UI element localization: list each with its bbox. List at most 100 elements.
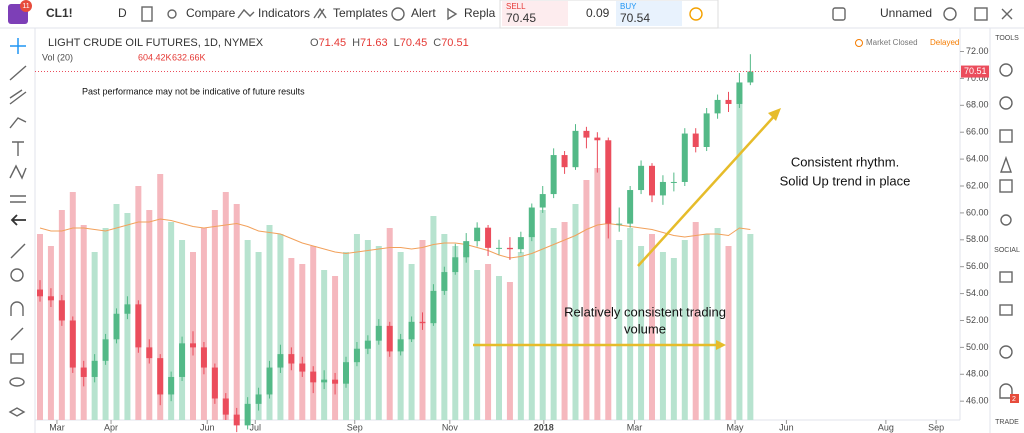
alert-icon <box>391 7 405 21</box>
y-tick-label: 54.00 <box>966 288 989 298</box>
settings-icon[interactable] <box>943 7 957 21</box>
volume-bar <box>485 264 492 420</box>
candle-body <box>616 223 623 225</box>
volume-bar <box>627 228 634 420</box>
buy-button[interactable] <box>616 1 682 26</box>
layout-name[interactable]: Unnamed <box>880 6 932 20</box>
bar-style-icon[interactable] <box>141 6 153 22</box>
notifications-icon[interactable] <box>999 383 1013 399</box>
toolbar-indicators[interactable]: Indicators <box>258 6 310 20</box>
x-tick-label: Mar <box>627 422 643 432</box>
candle-body <box>102 339 109 361</box>
zoom-tool[interactable] <box>10 268 24 282</box>
volume-bar <box>725 246 732 420</box>
market-status-icon <box>855 39 863 47</box>
lock-tool[interactable] <box>10 353 24 364</box>
candle-body <box>703 113 710 147</box>
market-status: Market Closed <box>866 38 918 47</box>
volume-bar <box>211 210 218 420</box>
watchlist-icon[interactable] <box>999 63 1013 77</box>
volume-bar <box>605 210 612 420</box>
candle-body <box>583 130 590 138</box>
data-window-icon[interactable] <box>999 129 1013 143</box>
close-icon[interactable] <box>1001 8 1013 20</box>
volume-bar <box>255 252 262 420</box>
candle-body <box>539 194 546 208</box>
crosshair-tool[interactable] <box>10 38 26 54</box>
fib-tool[interactable] <box>9 89 27 105</box>
candle-body <box>506 247 513 250</box>
candle-body <box>725 99 732 104</box>
candle-body <box>277 354 284 368</box>
back-tool[interactable] <box>10 214 26 226</box>
x-tick-label: Nov <box>442 422 459 432</box>
streams-icon[interactable] <box>999 304 1013 316</box>
hotlist-icon[interactable] <box>1000 155 1012 173</box>
toolbar-alert[interactable]: Alert <box>411 6 436 20</box>
candle-body <box>157 358 164 395</box>
calendar-icon[interactable] <box>999 179 1013 193</box>
candle-body <box>496 247 502 249</box>
annotation: volume <box>624 321 666 336</box>
candle-body <box>681 133 688 182</box>
alerts-icon[interactable] <box>999 96 1013 110</box>
symbol[interactable]: CL1! <box>46 6 73 20</box>
last-price-label: 70.51 <box>964 66 987 76</box>
volume-bar <box>550 228 557 420</box>
x-tick-label: 2018 <box>534 422 554 432</box>
magnet-tool[interactable] <box>10 301 24 316</box>
info-icon[interactable] <box>689 7 703 21</box>
candle-body <box>332 379 339 384</box>
notification-count: 2 <box>1012 396 1016 403</box>
volume-bar <box>310 246 317 420</box>
volume-bar <box>649 234 655 420</box>
annotation: Relatively consistent trading <box>564 304 726 319</box>
candle-body <box>397 339 404 352</box>
trend-arrow-head <box>768 108 781 121</box>
ideas-icon[interactable] <box>1000 214 1012 226</box>
y-tick-label: 52.00 <box>966 315 989 325</box>
toolbar-replay[interactable]: Repla <box>464 6 496 20</box>
volume-bar <box>638 246 645 420</box>
volume-ma-value: 632.66K <box>172 52 206 62</box>
sidebar-social: SOCIAL <box>994 247 1020 254</box>
sell-button[interactable] <box>502 1 568 26</box>
line-tool[interactable] <box>9 65 27 81</box>
fullscreen-icon[interactable] <box>974 7 988 21</box>
broadcast-icon[interactable] <box>999 345 1013 359</box>
volume-bar <box>496 276 502 420</box>
prediction-tool[interactable] <box>10 195 26 203</box>
volume-bar <box>157 174 164 420</box>
volume-bar <box>343 252 349 420</box>
disclaimer: Past performance may not be indicative o… <box>82 86 305 96</box>
toolbar-compare[interactable]: Compare <box>186 6 236 20</box>
visibility-tool[interactable] <box>9 377 25 387</box>
candle-body <box>692 133 699 147</box>
candle-body <box>211 367 218 399</box>
x-tick-label: Jul <box>250 422 262 432</box>
brush-tool[interactable] <box>9 117 27 129</box>
volume-bar <box>102 228 109 420</box>
delayed-status: Delayed <box>930 38 959 47</box>
volume-bar <box>681 240 688 420</box>
layers-tool[interactable] <box>8 407 26 417</box>
candle-body <box>310 371 317 383</box>
chat-icon[interactable] <box>999 271 1013 283</box>
layout-icon[interactable] <box>832 7 846 21</box>
candle-body <box>179 343 186 377</box>
volume-bar <box>659 252 666 420</box>
candle-body <box>255 394 262 404</box>
candle-body <box>638 165 645 191</box>
stay-drawing-tool[interactable] <box>10 327 24 341</box>
measure-tool[interactable] <box>10 243 26 259</box>
volume-bar <box>80 225 87 420</box>
pattern-tool[interactable] <box>9 164 27 180</box>
candle-body <box>714 99 721 114</box>
toolbar-templates[interactable]: Templates <box>333 6 388 20</box>
interval[interactable]: D <box>118 6 127 20</box>
candle-body <box>485 227 492 248</box>
candle-body <box>233 414 240 426</box>
text-tool[interactable] <box>12 141 24 156</box>
y-tick-label: 56.00 <box>966 261 989 271</box>
legend-key: L <box>394 37 400 49</box>
